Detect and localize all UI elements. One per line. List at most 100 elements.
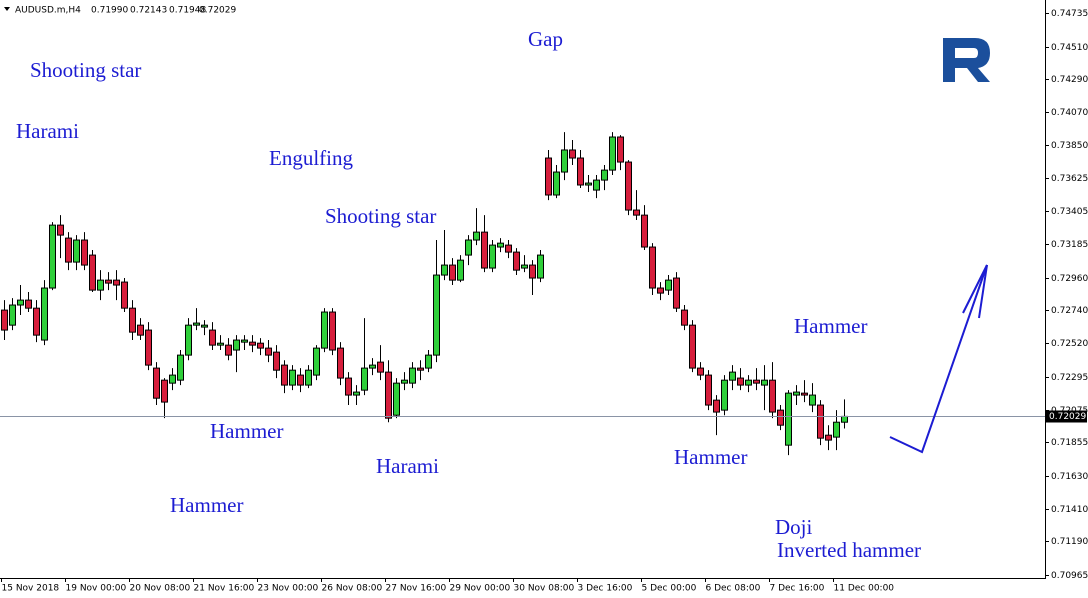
candle-body — [785, 392, 792, 446]
y-tick-label: 0.73850 — [1051, 141, 1088, 151]
plot-area — [0, 132, 1045, 456]
y-tick-label: 0.74735 — [1051, 9, 1088, 19]
candle-body — [33, 307, 40, 336]
candle-body — [289, 369, 296, 386]
x-tick-label: 29 Nov 00:00 — [450, 584, 511, 594]
candle-body — [81, 239, 88, 266]
x-tick-label: 6 Dec 08:00 — [706, 584, 761, 594]
candle-body — [745, 379, 752, 386]
candle-body — [49, 224, 56, 289]
candle-body — [177, 354, 184, 381]
candle-body — [817, 404, 824, 439]
candle-body — [201, 324, 208, 328]
candle-body — [713, 399, 720, 413]
menu-triangle[interactable] — [4, 7, 10, 11]
candle-body — [185, 324, 192, 356]
header-open: 0.71990 — [91, 6, 128, 16]
candle-body — [481, 231, 488, 269]
y-tick-label: 0.71410 — [1051, 505, 1088, 515]
annotation: Gap — [528, 27, 563, 51]
candle-body — [313, 347, 320, 376]
annotation: Shooting star — [325, 204, 436, 228]
candle-body — [393, 382, 400, 416]
candle-body — [809, 394, 816, 406]
candle-body — [425, 354, 432, 369]
last-price-box — [1046, 410, 1087, 423]
candle-body — [241, 339, 248, 343]
candle-body — [633, 209, 640, 216]
x-tick-label: 27 Nov 16:00 — [386, 584, 447, 594]
candle-body — [505, 244, 512, 253]
candle-body — [753, 379, 760, 384]
candle-body — [361, 367, 368, 391]
candle-body — [801, 392, 808, 396]
candle-body — [145, 329, 152, 366]
arrow-head — [962, 264, 988, 314]
candle-body — [729, 371, 736, 381]
candle-body — [209, 329, 216, 346]
x-tick-label: 30 Nov 08:00 — [514, 584, 575, 594]
symbol: AUDUSD.m,H4 — [15, 6, 81, 16]
candle-body — [545, 157, 552, 196]
candle-body — [89, 254, 96, 291]
candle-body — [257, 342, 264, 349]
y-tick-label: 0.70965 — [1051, 571, 1088, 581]
candle-body — [1, 309, 8, 331]
annotation: Hammer — [170, 493, 243, 517]
header-close: 0.72029 — [199, 6, 236, 16]
candle-body — [441, 264, 448, 276]
candle-body — [473, 231, 480, 241]
last-price-label: 0.72029 — [1049, 412, 1086, 422]
annotation: Doji — [775, 515, 813, 539]
candle-body — [529, 264, 536, 279]
candle-body — [353, 391, 360, 396]
x-tick-label: 21 Nov 16:00 — [194, 584, 255, 594]
arrow-head — [978, 264, 988, 319]
candle-body — [625, 161, 632, 211]
y-tick-label: 0.71630 — [1051, 472, 1088, 482]
candle-body — [521, 264, 528, 269]
logo-mark — [943, 38, 990, 82]
y-tick-label: 0.72740 — [1051, 306, 1088, 316]
x-tick-label: 7 Dec 16:00 — [770, 584, 825, 594]
candle-body — [273, 351, 280, 371]
annotations: Shooting star Harami Engulfing Gap Shoot… — [16, 27, 921, 562]
candle-body — [305, 369, 312, 386]
candle-body — [337, 347, 344, 379]
candle-body — [161, 379, 168, 403]
candle-body — [569, 149, 576, 159]
candle-body — [105, 279, 112, 284]
candle-body — [25, 299, 32, 309]
candle-body — [593, 179, 600, 191]
candle-body — [553, 171, 560, 196]
candle-body — [225, 344, 232, 356]
candle-body — [537, 254, 544, 279]
candle-body — [297, 374, 304, 386]
candle-body — [657, 287, 664, 294]
y-tick-label: 0.72960 — [1051, 274, 1088, 284]
candle-body — [265, 347, 272, 356]
y-tick-label: 0.74510 — [1051, 43, 1088, 53]
candle-body — [329, 311, 336, 351]
x-tick-label: 5 Dec 00:00 — [642, 584, 697, 594]
candle-body — [649, 246, 656, 289]
x-tick-label: 26 Nov 08:00 — [322, 584, 383, 594]
candle-body — [137, 324, 144, 336]
x-tick-label: 20 Nov 08:00 — [130, 584, 191, 594]
y-tick-label: 0.74290 — [1051, 75, 1088, 85]
y-tick-label: 0.73625 — [1051, 174, 1088, 184]
candle-body — [73, 239, 80, 263]
candle-body — [153, 367, 160, 399]
y-tick-label: 0.72295 — [1051, 373, 1088, 383]
candle-body — [249, 341, 256, 346]
annotation: Hammer — [794, 314, 867, 338]
candle-body — [769, 379, 776, 413]
x-tick-label: 23 Nov 00:00 — [258, 584, 319, 594]
candle-body — [281, 364, 288, 386]
header-low: 0.71948 — [169, 6, 206, 16]
candle-body — [449, 264, 456, 281]
header-high: 0.72143 — [130, 6, 167, 16]
